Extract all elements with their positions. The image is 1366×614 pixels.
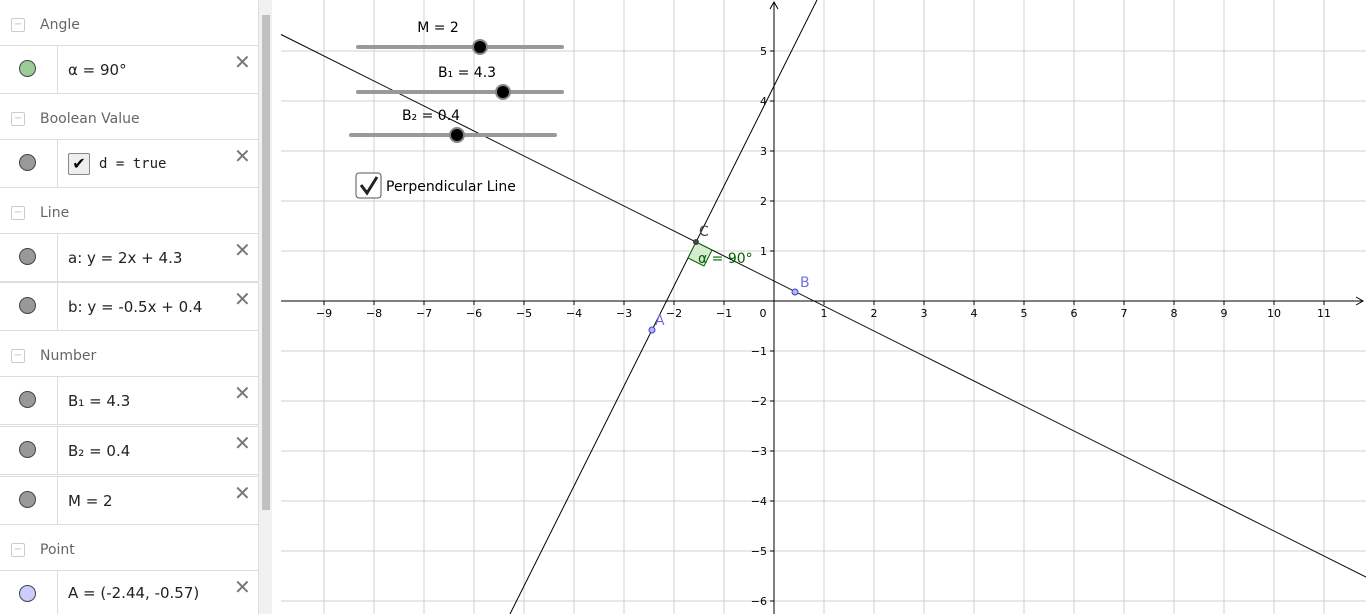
x-tick-label: −4 xyxy=(566,307,582,320)
line-a xyxy=(509,0,818,614)
x-tick-label: −1 xyxy=(716,307,732,320)
x-tick-label: 1 xyxy=(821,307,828,320)
slider-knob[interactable] xyxy=(449,127,465,143)
algebra-row[interactable]: a: y = 2x + 4.3 ✕ xyxy=(0,233,258,282)
slider-knob[interactable] xyxy=(495,84,511,100)
group-header[interactable]: − Angle xyxy=(0,2,258,47)
item-text: α = 90° xyxy=(68,60,127,79)
y-tick-label: 5 xyxy=(760,45,767,58)
item-text: B₂ = 0.4 xyxy=(68,441,131,460)
scrollbar[interactable] xyxy=(259,0,272,614)
slider-label: B₁ = 4.3 xyxy=(438,65,496,81)
algebra-row[interactable]: M = 2 ✕ xyxy=(0,476,258,525)
y-tick-label: −4 xyxy=(751,495,767,508)
algebra-row[interactable]: A = (-2.44, -0.57) ✕ xyxy=(0,570,258,614)
group-title: Line xyxy=(40,204,70,221)
y-tick-label: 3 xyxy=(760,145,767,158)
point-c[interactable] xyxy=(693,239,699,245)
x-arrow xyxy=(1355,296,1365,306)
algebra-row[interactable]: α = 90° ✕ xyxy=(0,45,258,94)
x-tick-label: −8 xyxy=(366,307,382,320)
point-label: C xyxy=(699,224,709,240)
y-tick-label: 2 xyxy=(760,195,767,208)
group-header[interactable]: − Boolean Value xyxy=(0,96,258,141)
algebra-row[interactable]: b: y = -0.5x + 0.4 ✕ xyxy=(0,282,258,331)
item-text: B₁ = 4.3 xyxy=(68,391,131,410)
y-tick-label: −1 xyxy=(751,345,767,358)
y-tick-label: −5 xyxy=(751,545,767,558)
checkbox[interactable] xyxy=(355,172,382,199)
algebra-row[interactable]: B₁ = 4.3 ✕ xyxy=(0,376,258,425)
x-tick-label: 3 xyxy=(921,307,928,320)
y-arrow xyxy=(769,0,779,10)
slider-label: M = 2 xyxy=(417,20,459,36)
x-tick-label: −3 xyxy=(616,307,632,320)
line-b xyxy=(280,34,1366,578)
x-tick-label: −7 xyxy=(416,307,432,320)
origin-label: 0 xyxy=(760,307,767,320)
scroll-thumb[interactable] xyxy=(262,15,270,510)
group-header[interactable]: − Point xyxy=(0,527,258,572)
x-tick-label: 4 xyxy=(971,307,978,320)
x-tick-label: −5 xyxy=(516,307,532,320)
angle-mark xyxy=(687,241,713,267)
checkbox-label: Perpendicular Line xyxy=(386,179,516,195)
item-text: d = true xyxy=(99,155,167,172)
x-tick-label: 6 xyxy=(1071,307,1078,320)
x-tick-label: −2 xyxy=(666,307,682,320)
x-tick-label: 2 xyxy=(871,307,878,320)
x-tick-label: 11 xyxy=(1317,307,1331,320)
x-tick-label: 10 xyxy=(1267,307,1281,320)
group-title: Boolean Value xyxy=(40,110,140,127)
algebra-view: − Angle α = 90° ✕ − Boolean Value ✔ d = true… xyxy=(0,0,259,614)
group-title: Number xyxy=(40,347,97,364)
slider-knob[interactable] xyxy=(472,39,488,55)
x-tick-label: 7 xyxy=(1121,307,1128,320)
item-text: M = 2 xyxy=(68,491,113,510)
group-title: Angle xyxy=(40,16,80,33)
y-tick-label: −2 xyxy=(751,395,767,408)
angle-label: α = 90° xyxy=(698,251,753,267)
item-text: b: y = -0.5x + 0.4 xyxy=(68,297,203,316)
y-tick-label: −6 xyxy=(751,595,767,608)
algebra-row[interactable]: B₂ = 0.4 ✕ xyxy=(0,426,258,475)
point-label: B xyxy=(800,275,810,291)
y-tick-label: 4 xyxy=(760,95,767,108)
point-label: A xyxy=(655,313,665,329)
y-tick-label: 1 xyxy=(760,245,767,258)
slider-label: B₂ = 0.4 xyxy=(402,108,460,124)
x-tick-label: −9 xyxy=(316,307,332,320)
item-text: a: y = 2x + 4.3 xyxy=(68,248,183,267)
check-mark xyxy=(359,176,379,196)
group-header[interactable]: − Line xyxy=(0,190,258,235)
x-tick-label: 8 xyxy=(1171,307,1178,320)
item-text: A = (-2.44, -0.57) xyxy=(68,583,200,602)
x-tick-label: 5 xyxy=(1021,307,1028,320)
y-tick-label: −3 xyxy=(751,445,767,458)
point-b[interactable] xyxy=(791,288,799,296)
point-a[interactable] xyxy=(648,326,656,334)
x-tick-label: −6 xyxy=(466,307,482,320)
group-title: Point xyxy=(40,541,75,558)
group-header[interactable]: − Number xyxy=(0,333,258,378)
algebra-row[interactable]: ✔ d = true ✕ xyxy=(0,139,258,188)
x-tick-label: 9 xyxy=(1221,307,1228,320)
